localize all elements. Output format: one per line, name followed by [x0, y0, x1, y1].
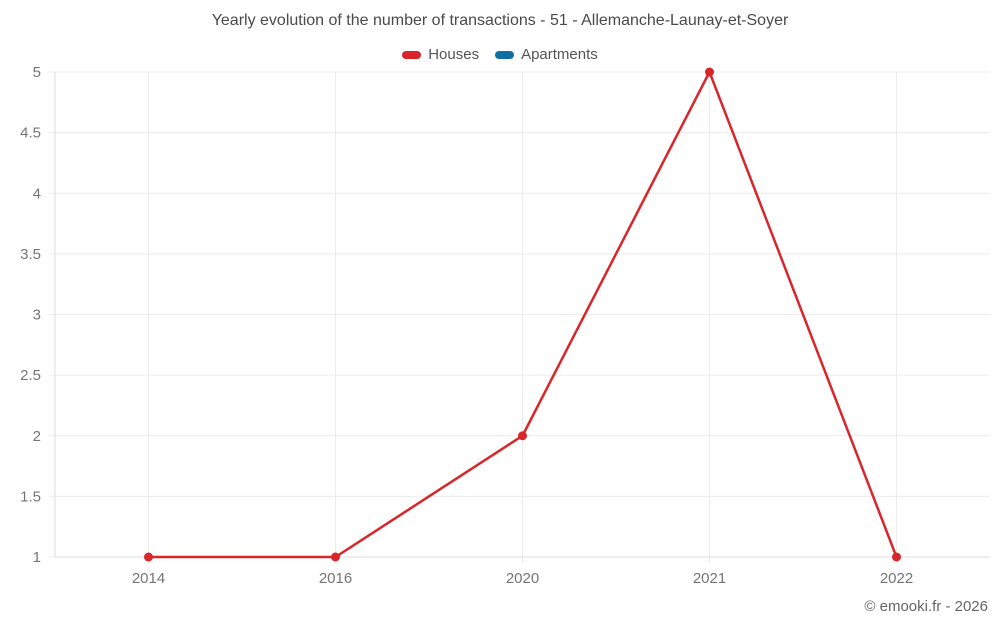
data-point-houses-2020[interactable] — [518, 431, 527, 441]
legend-item-houses[interactable]: Houses — [402, 46, 479, 63]
data-point-houses-2021[interactable] — [705, 67, 714, 77]
y-tick-label: 3 — [33, 307, 41, 324]
y-tick-label: 3.5 — [20, 246, 41, 263]
legend-swatch-apartments — [495, 50, 515, 59]
x-tick-label: 2016 — [319, 570, 352, 587]
data-point-houses-2016[interactable] — [331, 552, 340, 562]
x-tick-label: 2014 — [132, 570, 165, 587]
y-tick-label: 2.5 — [20, 367, 41, 384]
y-tick-label: 1.5 — [20, 488, 41, 505]
y-tick-label: 4.5 — [20, 125, 41, 142]
copyright-text: © emooki.fr - 2026 — [864, 598, 988, 615]
legend-item-apartments[interactable]: Apartments — [495, 46, 598, 63]
x-tick-label: 2022 — [880, 570, 913, 587]
x-tick-label: 2020 — [506, 570, 539, 587]
chart-title: Yearly evolution of the number of transa… — [211, 12, 789, 29]
legend-label: Houses — [428, 46, 480, 63]
y-tick-label: 4 — [33, 185, 41, 202]
y-tick-label: 2 — [33, 428, 41, 445]
y-tick-label: 1 — [33, 549, 41, 566]
legend: Houses Apartments — [0, 46, 1000, 63]
x-tick-label: 2021 — [693, 570, 726, 587]
legend-swatch-houses — [402, 50, 422, 59]
data-point-houses-2022[interactable] — [892, 552, 901, 562]
data-point-houses-2014[interactable] — [144, 552, 153, 562]
y-tick-label: 5 — [33, 64, 41, 81]
legend-label: Apartments — [521, 46, 598, 63]
